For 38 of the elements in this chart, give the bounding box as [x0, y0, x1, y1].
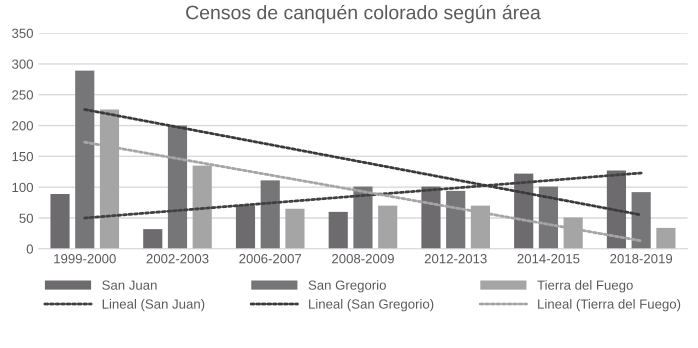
bar — [75, 70, 94, 249]
legend-label: San Juan — [102, 280, 157, 290]
y-tick-label: 50 — [19, 214, 34, 223]
bar — [285, 208, 305, 249]
x-tick-label: 2018-2019 — [610, 254, 672, 264]
x-tick-label: 1999-2000 — [54, 254, 116, 264]
y-tick-label: 200 — [12, 121, 34, 130]
x-tick-label: 2014-2015 — [518, 254, 580, 264]
y-tick-label: 300 — [12, 59, 34, 69]
bar — [421, 186, 441, 249]
chart-title: Censos de canquén colorado según área — [186, 4, 541, 24]
y-tick-label: 100 — [12, 182, 34, 192]
legend-label: Lineal (San Gregorio) — [309, 299, 434, 312]
bar — [353, 186, 373, 249]
bar — [656, 228, 676, 249]
y-tick-label: 0 — [26, 244, 34, 254]
bar — [50, 194, 70, 249]
bar — [446, 190, 466, 249]
legend-label: Lineal (Tierra del Fuego) — [538, 299, 680, 312]
x-tick-label: 2002-2003 — [146, 254, 208, 264]
y-tick-label: 250 — [12, 90, 34, 100]
y-tick-label: 350 — [12, 28, 34, 38]
bar — [236, 206, 256, 249]
bar — [143, 229, 162, 249]
x-tick-label: 2006-2007 — [239, 254, 302, 264]
y-tick-label: 150 — [12, 152, 34, 162]
legend-label: San Gregorio — [308, 280, 386, 292]
bar — [538, 186, 558, 249]
bar — [632, 192, 651, 249]
legend-label: Lineal (San Juan) — [102, 299, 204, 312]
bar — [378, 206, 398, 249]
bar — [514, 174, 534, 249]
bar — [168, 126, 188, 249]
bar — [260, 180, 280, 249]
x-tick-label: 2008-2009 — [332, 254, 394, 264]
legend-label: Tierra del Fuego — [537, 280, 633, 292]
bar — [328, 212, 348, 249]
x-tick-label: 2012-2013 — [424, 254, 487, 264]
